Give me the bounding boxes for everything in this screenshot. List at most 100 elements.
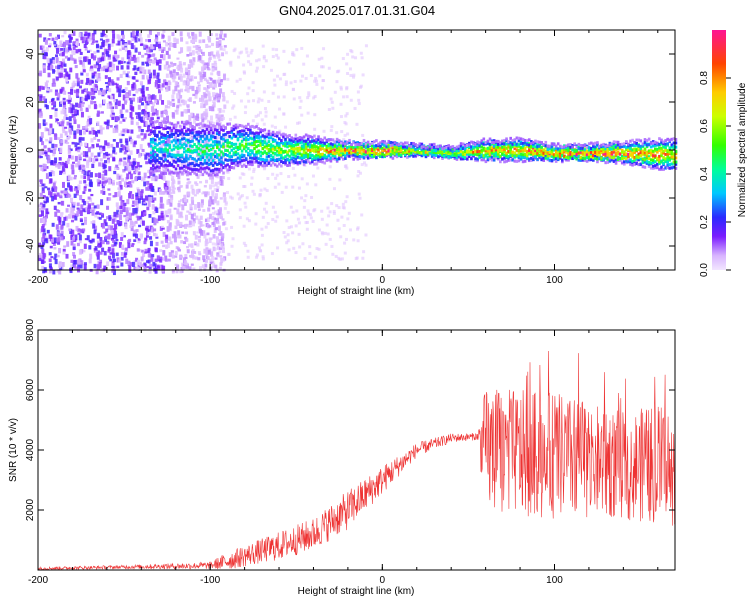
noise-cell: [215, 168, 219, 174]
noise-cell: [123, 214, 127, 218]
ridge-cell: [482, 155, 486, 159]
noise-cell: [124, 92, 128, 98]
ridge-cell: [236, 130, 240, 134]
noise-cell: [224, 51, 228, 55]
noise-cell: [73, 175, 77, 178]
noise-cell: [167, 85, 171, 91]
noise-cell: [121, 244, 125, 250]
noise-cell: [94, 155, 98, 158]
ridge-cell: [437, 155, 440, 159]
noise-cell: [335, 70, 339, 74]
ridge-cell: [480, 141, 484, 145]
noise-cell: [103, 265, 107, 271]
noise-cell: [162, 168, 166, 174]
noise-cell: [47, 63, 51, 67]
noise-cell: [308, 251, 312, 255]
ridge-cell: [308, 148, 312, 152]
noise-cell: [97, 152, 101, 157]
noise-cell: [60, 52, 64, 57]
ridge-cell: [180, 137, 184, 141]
ridge-cell: [154, 153, 157, 157]
noise-cell: [239, 195, 243, 199]
noise-cell: [186, 54, 190, 57]
ridge-cell: [240, 132, 244, 136]
noise-cell: [252, 167, 256, 171]
noise-cell: [145, 121, 149, 126]
ridge-cell: [368, 142, 372, 146]
noise-cell: [136, 248, 140, 252]
noise-cell: [201, 147, 205, 152]
noise-cell: [141, 96, 145, 101]
noise-cell: [78, 138, 82, 144]
noise-cell: [313, 94, 317, 98]
ridge-cell: [205, 146, 209, 150]
ridge-cell: [393, 145, 397, 149]
noise-cell: [55, 36, 59, 41]
noise-cell: [83, 220, 87, 225]
ridge-cell: [273, 138, 277, 142]
noise-cell: [271, 47, 275, 51]
ridge-cell: [263, 145, 267, 149]
noise-cell: [66, 136, 70, 141]
noise-cell: [199, 220, 203, 227]
noise-cell: [131, 204, 135, 207]
ridge-cell: [185, 133, 188, 137]
ridge-cell: [234, 134, 238, 138]
noise-cell: [102, 99, 106, 104]
ridge-cell: [178, 142, 182, 146]
ridge-cell: [296, 149, 300, 153]
noise-cell: [40, 246, 44, 249]
noise-cell: [142, 198, 146, 202]
noise-cell: [115, 142, 119, 148]
noise-cell: [60, 62, 64, 68]
ridge-cell: [358, 145, 362, 149]
noise-cell: [92, 220, 96, 223]
noise-cell: [119, 174, 123, 179]
noise-cell: [69, 54, 73, 61]
noise-cell: [201, 224, 205, 227]
ridge-cell: [176, 158, 180, 162]
noise-cell: [110, 62, 114, 66]
ridge-cell: [476, 140, 479, 144]
noise-cell: [192, 45, 196, 48]
ridge-cell: [201, 167, 205, 171]
noise-cell: [229, 63, 233, 67]
ridge-cell: [300, 136, 304, 140]
noise-cell: [170, 252, 174, 257]
ridge-cell: [275, 145, 279, 149]
ridge-cell: [238, 124, 242, 128]
noise-cell: [177, 203, 181, 208]
ridge-cell: [267, 147, 271, 151]
noise-cell: [166, 242, 170, 248]
ridge-cell: [286, 157, 289, 161]
ridge-cell: [247, 128, 250, 132]
noise-cell: [115, 214, 119, 218]
noise-cell: [151, 121, 155, 127]
noise-cell: [221, 92, 225, 98]
noise-cell: [61, 58, 65, 63]
noise-cell: [87, 174, 91, 181]
noise-cell: [219, 176, 223, 179]
ridge-cell: [172, 171, 176, 175]
noise-cell: [96, 250, 100, 254]
ridge-cell: [352, 146, 355, 150]
noise-cell: [184, 100, 188, 105]
noise-cell: [161, 257, 165, 261]
noise-cell: [354, 56, 358, 60]
noise-cell: [331, 252, 335, 256]
ridge-cell: [230, 136, 234, 140]
ridge-cell: [166, 168, 170, 172]
noise-cell: [57, 209, 61, 213]
noise-cell: [148, 158, 152, 164]
noise-cell: [95, 268, 99, 275]
noise-cell: [183, 109, 187, 114]
noise-cell: [68, 122, 72, 128]
noise-cell: [90, 193, 94, 197]
noise-cell: [292, 97, 296, 101]
noise-cell: [222, 139, 226, 143]
ridge-cell: [354, 151, 358, 155]
noise-cell: [109, 69, 113, 73]
noise-cell: [61, 35, 65, 38]
noise-cell: [204, 179, 208, 184]
noise-cell: [61, 262, 65, 267]
